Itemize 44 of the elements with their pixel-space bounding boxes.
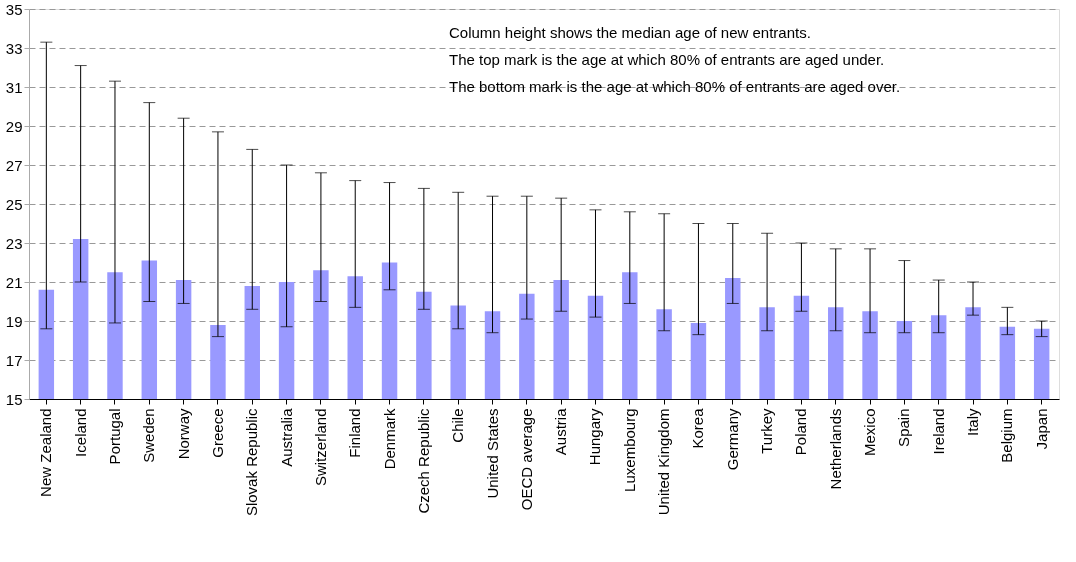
y-tick-label: 35 <box>5 0 23 18</box>
annotation: The top mark is the age at which 80% of entrants are aged under. <box>449 51 885 68</box>
x-tick-label: Poland <box>792 408 810 456</box>
x-tick-label: United States <box>483 408 501 499</box>
x-tick-label: Italy <box>964 408 982 437</box>
annotation: Column height shows the median age of new entrants. <box>449 24 811 41</box>
x-tick-label: Iceland <box>71 408 89 457</box>
y-tick-label: 15 <box>5 390 23 408</box>
y-tick-label: 23 <box>5 234 23 252</box>
x-tick-label: Slovak Republic <box>243 408 261 517</box>
x-tick-label: Luxembourg <box>620 408 638 492</box>
x-tick-label: New Zealand <box>37 408 55 497</box>
y-tick-label: 33 <box>5 39 23 57</box>
x-tick-label: Australia <box>277 407 295 467</box>
y-tick-label: 21 <box>5 273 23 291</box>
x-tick-label: Denmark <box>380 408 398 470</box>
x-tick-label: Hungary <box>586 408 604 466</box>
x-tick-label: Greece <box>208 408 226 458</box>
x-tick-label: Austria <box>552 407 570 456</box>
x-tick-label: Japan <box>1032 408 1050 450</box>
y-tick-label: 29 <box>5 117 23 135</box>
x-tick-label: OECD average <box>517 408 535 511</box>
x-tick-label: Portugal <box>105 408 123 465</box>
x-tick-label: Chile <box>449 408 467 443</box>
x-tick-label: Korea <box>689 407 707 449</box>
x-tick-label: Germany <box>723 408 741 471</box>
x-tick-label: Turkey <box>758 408 776 454</box>
x-tick-label: Finland <box>346 408 364 458</box>
y-tick-label: 19 <box>5 312 23 330</box>
annotation: The bottom mark is the age at which 80% of entrants are aged over. <box>449 78 901 95</box>
x-tick-label: Mexico <box>861 408 879 457</box>
x-tick-label: Switzerland <box>311 408 329 487</box>
x-tick-label: Norway <box>174 408 192 460</box>
x-tick-label: Ireland <box>929 408 947 455</box>
x-tick-label: Spain <box>895 408 913 447</box>
y-tick-label: 17 <box>5 351 23 369</box>
x-tick-label: Netherlands <box>826 408 844 490</box>
x-tick-label: United Kingdom <box>655 408 673 516</box>
x-tick-label: Czech Republic <box>414 408 432 514</box>
x-tick-label: Sweden <box>140 408 158 463</box>
y-tick-label: 31 <box>5 78 23 96</box>
y-tick-label: 25 <box>5 195 23 213</box>
x-tick-label: Belgium <box>998 408 1016 463</box>
y-tick-label: 27 <box>5 156 23 174</box>
